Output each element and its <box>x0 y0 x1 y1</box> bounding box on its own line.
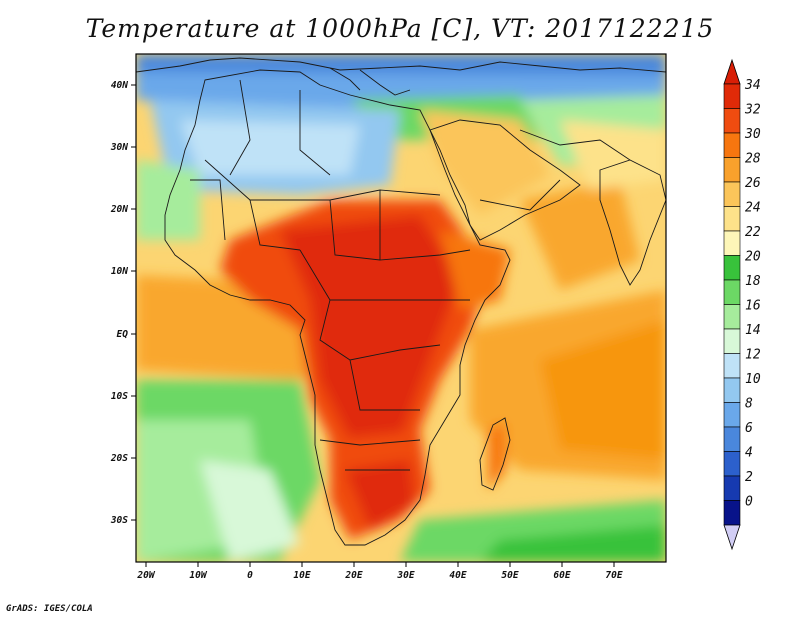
colorbar-label: 26 <box>745 176 761 191</box>
lat-label: 30N <box>110 142 128 153</box>
colorbar-swatch <box>723 402 741 428</box>
lat-label: 20N <box>110 204 128 215</box>
temperature-field <box>136 54 666 562</box>
colorbar-swatch <box>723 83 741 109</box>
colorbar-swatch <box>723 206 741 232</box>
colorbar-label: 34 <box>744 78 761 93</box>
lon-label: 20E <box>344 570 362 581</box>
colorbar-label: 28 <box>745 152 761 167</box>
colorbar-label: 4 <box>745 446 753 461</box>
colorbar-label: 8 <box>745 397 753 412</box>
colorbar-swatch <box>723 426 741 452</box>
colorbar-label: 30 <box>744 127 761 142</box>
lon-label: 40E <box>449 570 466 581</box>
colorbar-swatch <box>723 157 741 183</box>
lat-label: 10S <box>111 391 128 402</box>
colorbar-swatch <box>723 377 741 403</box>
lon-label: 10E <box>293 570 310 581</box>
lat-label: EQ <box>117 329 129 340</box>
coastlines <box>136 57 666 546</box>
colorbar-swatch <box>723 500 741 526</box>
colorbar-swatch <box>723 304 741 330</box>
colorbar-label: 14 <box>745 323 761 338</box>
colorbar-swatch <box>723 132 741 158</box>
lon-label: 30E <box>396 570 414 581</box>
lat-label: 30S <box>110 515 128 526</box>
longitude-labels: 20W 10W 0 10E 20E 30E 40E 50E 60E 70E <box>136 570 622 581</box>
colorbar-over-arrow <box>723 58 741 85</box>
lat-label: 20S <box>110 453 128 464</box>
colorbar-label: 0 <box>745 495 753 510</box>
latitude-labels: 40N 30N 20N 10N EQ 10S 20S 30S <box>110 80 128 526</box>
colorbar-label: 22 <box>745 225 761 240</box>
lon-label: 0 <box>247 570 253 581</box>
colorbar-swatch <box>723 108 741 134</box>
lon-label: 70E <box>605 570 622 581</box>
lon-label: 60E <box>553 570 570 581</box>
colorbar-label: 18 <box>745 274 761 289</box>
colorbar-swatch <box>723 279 741 305</box>
credit-label: GrADS: IGES/COLA <box>6 604 93 614</box>
map-title: Temperature at 1000hPa [C], VT: 20171222… <box>85 14 715 43</box>
lat-label: 40N <box>111 80 128 91</box>
lon-label: 50E <box>501 570 518 581</box>
colorbar-swatch <box>723 181 741 207</box>
colorbar-label: 24 <box>745 201 761 216</box>
colorbar-label: 12 <box>745 348 761 363</box>
colorbar-label: 16 <box>745 299 761 314</box>
colorbar-swatch <box>723 230 741 256</box>
colorbar-label: 6 <box>745 421 753 436</box>
colorbar-label: 20 <box>745 250 761 265</box>
lat-label: 10N <box>111 266 128 277</box>
colorbar-under-arrow <box>723 524 741 551</box>
colorbar-label: 32 <box>744 103 761 118</box>
colorbar-swatch <box>723 328 741 354</box>
colorbar-swatch <box>723 451 741 477</box>
colorbar-label: 2 <box>745 470 753 485</box>
colorbar-swatch <box>723 255 741 281</box>
colorbar-label: 10 <box>745 372 761 387</box>
plot-frame <box>135 53 667 563</box>
colorbar-swatch <box>723 353 741 379</box>
colorbar-swatch <box>723 475 741 501</box>
lon-label: 10W <box>189 570 207 581</box>
lon-label: 20W <box>136 570 155 581</box>
axis-ticks <box>131 84 615 567</box>
